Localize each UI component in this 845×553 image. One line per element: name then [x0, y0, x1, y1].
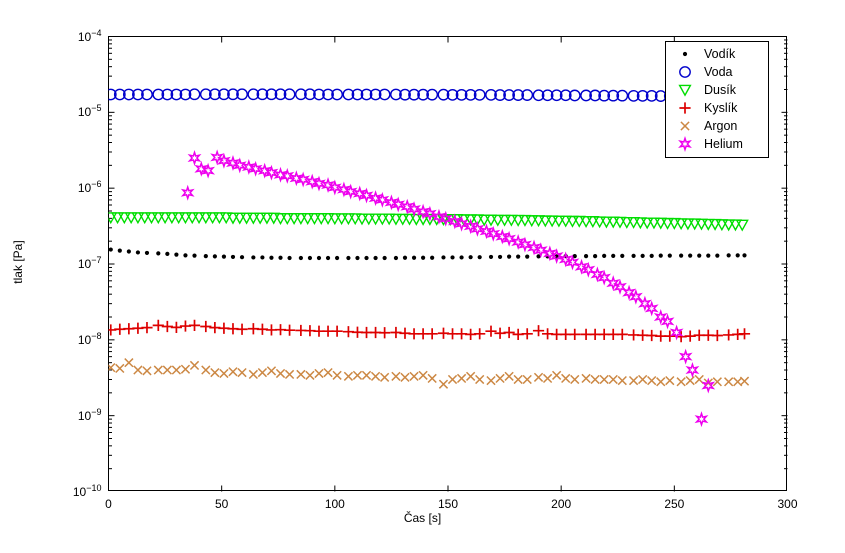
series-vodk	[108, 247, 747, 261]
series-helium	[180, 149, 716, 428]
y-tick-label: 10−10	[72, 482, 102, 499]
legend-item-label: Voda	[704, 65, 733, 79]
legend-item-voda[interactable]: Voda	[670, 63, 764, 81]
legend-item-label: Dusík	[704, 83, 736, 97]
legend-item-label: Kyslík	[704, 101, 738, 115]
x-tick-label: 150	[437, 496, 459, 511]
series-kyslk	[108, 319, 751, 343]
hexagram-marker-icon	[678, 136, 692, 152]
legend-item-dusk[interactable]: Dusík	[670, 81, 764, 99]
x-tick-label: 100	[324, 496, 345, 511]
x-tick-label: 300	[777, 496, 798, 511]
legend-item-vodk[interactable]: Vodík	[670, 45, 764, 63]
x-tick-label: 250	[664, 496, 685, 511]
point-marker-icon	[682, 51, 688, 57]
x-tick-label: 50	[214, 496, 229, 511]
y-tick-label: 10−5	[77, 103, 102, 120]
legend-item-argon[interactable]: Argon	[670, 117, 764, 135]
y-tick-label: 10−6	[77, 179, 102, 196]
y-tick-label: 10−8	[77, 330, 102, 347]
legend-item-label: Helium	[704, 137, 743, 151]
triangle-down-marker-icon	[678, 84, 692, 97]
x-tick-label: 0	[105, 496, 112, 511]
y-tick-label: 10−4	[77, 27, 102, 44]
series-voda	[108, 88, 751, 103]
axis-ticks	[108, 36, 788, 492]
legend-item-kyslk[interactable]: Kyslík	[670, 99, 764, 117]
series-dusk	[108, 212, 749, 232]
x-tick-label: 200	[551, 496, 572, 511]
x-axis-title: Čas [s]	[403, 511, 442, 525]
legend[interactable]: Vodík Voda Dusík Kyslík Argon Helium	[665, 41, 769, 158]
data-series-layer	[108, 88, 751, 428]
y-tick-label: 10−9	[77, 406, 102, 423]
plus-marker-icon	[679, 102, 691, 114]
y-axis-title: tlak [Pa]	[11, 240, 25, 284]
legend-item-label: Argon	[704, 119, 738, 133]
series-argon	[108, 358, 750, 389]
legend-item-helium[interactable]: Helium	[670, 135, 764, 153]
cross-marker-icon	[680, 121, 690, 131]
y-tick-label: 10−7	[77, 255, 102, 271]
legend-item-label: Vodík	[704, 47, 736, 61]
circle-marker-icon	[679, 66, 691, 78]
